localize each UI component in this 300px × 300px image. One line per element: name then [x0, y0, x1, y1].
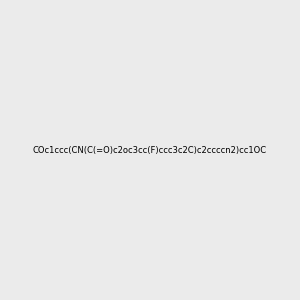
Text: COc1ccc(CN(C(=O)c2oc3cc(F)ccc3c2C)c2ccccn2)cc1OC: COc1ccc(CN(C(=O)c2oc3cc(F)ccc3c2C)c2cccc… [33, 146, 267, 154]
